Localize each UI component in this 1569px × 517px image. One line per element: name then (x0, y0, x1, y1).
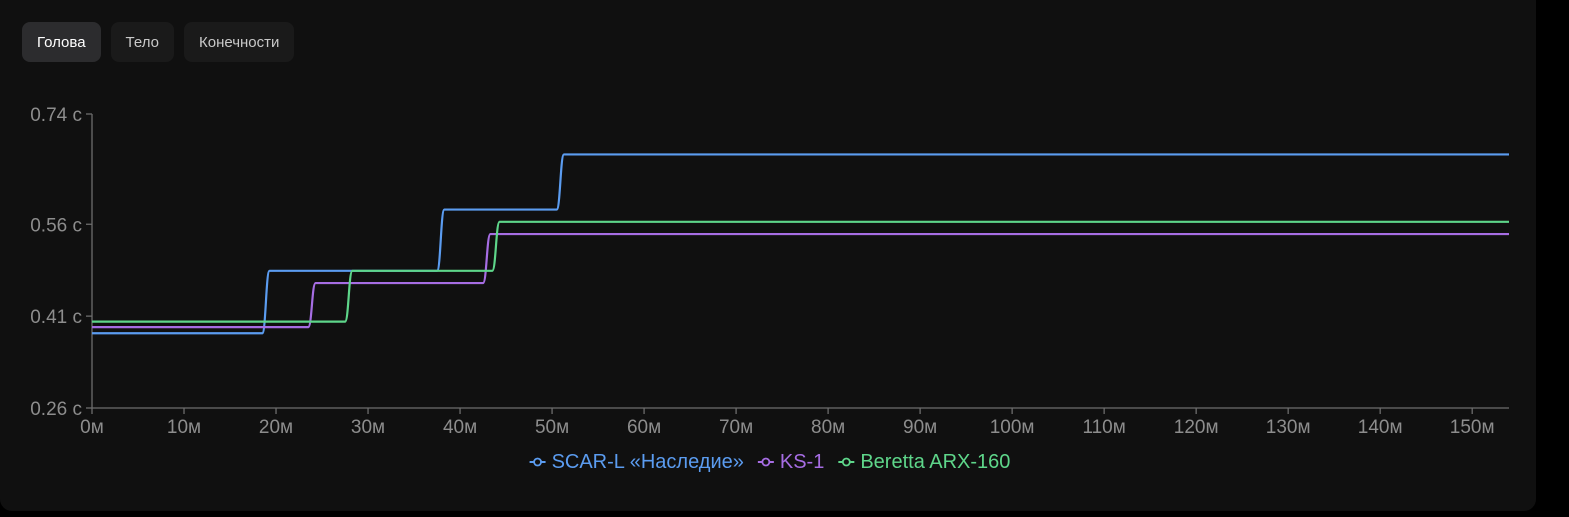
x-tick-label: 130м (1266, 417, 1311, 438)
legend-marker-dot (533, 457, 542, 467)
x-tick-label: 90м (903, 417, 937, 438)
x-tick-label: 80м (811, 417, 845, 438)
tab-limbs[interactable]: Конечности (183, 22, 295, 62)
tab-body[interactable]: Тело (110, 22, 174, 62)
x-tick-label: 150м (1450, 417, 1495, 438)
y-tick-label: 0.74 с (30, 105, 82, 126)
x-tick-label: 10м (167, 417, 201, 438)
legend-label: SCAR-L «Наследие» (552, 451, 744, 473)
chart-panel: Голова Тело Конечности 0.26 с 0.41 с 0.56 … (0, 0, 1536, 511)
body-part-tabs: Голова Тело Конечности (22, 22, 295, 62)
legend-marker-dot (761, 457, 771, 467)
x-tick-label: 50м (535, 417, 569, 438)
series-line (92, 153, 1509, 335)
tab-head[interactable]: Голова (22, 22, 101, 62)
x-tick-label: 0м (80, 417, 104, 438)
legend-label: Beretta ARX-160 (860, 451, 1010, 473)
x-tick-label: 40м (443, 417, 477, 438)
legend: SCAR-L «Наследие» KS-1 Beretta ARX-160 (529, 451, 1010, 473)
x-tick-label: 20м (259, 417, 293, 438)
x-tick-label: 70м (719, 417, 753, 438)
x-tick-label: 140м (1358, 417, 1403, 438)
y-tick-label: 0.56 с (30, 215, 82, 236)
series-line (92, 220, 1509, 323)
legend-label: KS-1 (780, 451, 824, 473)
x-tick-label: 60м (627, 417, 661, 438)
series-line (92, 232, 1509, 329)
time-to-kill-chart: 0.26 с 0.41 с 0.56 с 0.74 с 0м 10м 20м 30м 40м 50… (30, 105, 1509, 473)
x-tick-label: 120м (1174, 417, 1219, 438)
x-tick-label: 100м (990, 417, 1035, 438)
x-tick-label: 110м (1082, 417, 1125, 438)
y-tick-label: 0.41 с (30, 307, 82, 328)
x-tick-label: 30м (351, 417, 385, 438)
legend-marker-dot (841, 457, 851, 467)
y-tick-label: 0.26 с (30, 399, 82, 420)
